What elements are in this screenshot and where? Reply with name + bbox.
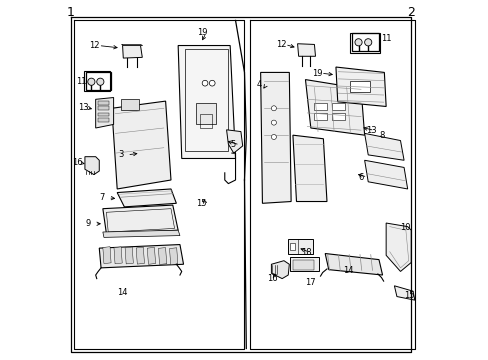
Circle shape <box>271 120 276 125</box>
Text: 19: 19 <box>197 28 207 37</box>
Bar <box>349 81 369 92</box>
Text: 9: 9 <box>86 219 91 228</box>
Polygon shape <box>147 247 155 264</box>
Text: 14: 14 <box>343 266 353 275</box>
Polygon shape <box>169 248 178 265</box>
Text: 13: 13 <box>365 126 376 135</box>
Circle shape <box>97 78 104 85</box>
Bar <box>84 71 110 91</box>
Polygon shape <box>114 247 122 264</box>
Polygon shape <box>117 189 176 207</box>
Text: 5: 5 <box>230 140 236 149</box>
Bar <box>314 113 326 120</box>
Text: 14: 14 <box>117 288 127 297</box>
Polygon shape <box>102 205 178 234</box>
Text: 18: 18 <box>301 248 311 257</box>
Bar <box>351 33 378 51</box>
Text: 8: 8 <box>378 131 384 140</box>
Bar <box>292 260 313 270</box>
Text: 16: 16 <box>266 274 277 283</box>
Text: 19: 19 <box>311 69 322 78</box>
Text: 11: 11 <box>381 34 391 43</box>
Bar <box>314 103 326 110</box>
Polygon shape <box>158 248 166 265</box>
Bar <box>332 113 344 120</box>
Text: 16: 16 <box>72 158 82 167</box>
Text: 7: 7 <box>99 193 104 202</box>
Text: 10: 10 <box>400 223 410 232</box>
Polygon shape <box>325 253 382 275</box>
Circle shape <box>364 39 371 46</box>
Bar <box>98 118 109 122</box>
Bar <box>98 107 109 110</box>
Polygon shape <box>112 101 171 189</box>
Circle shape <box>202 80 207 86</box>
Polygon shape <box>292 135 326 202</box>
Circle shape <box>209 80 215 86</box>
Polygon shape <box>121 44 142 45</box>
Polygon shape <box>364 160 407 189</box>
Polygon shape <box>386 223 410 271</box>
Text: 13: 13 <box>78 103 88 112</box>
Text: 2: 2 <box>406 6 414 19</box>
Polygon shape <box>271 261 289 279</box>
Polygon shape <box>178 45 235 158</box>
Text: 11: 11 <box>76 77 86 86</box>
Text: 12: 12 <box>276 40 286 49</box>
Text: 1: 1 <box>67 6 75 19</box>
Text: 15: 15 <box>196 199 206 208</box>
Polygon shape <box>305 80 364 135</box>
Polygon shape <box>99 244 183 268</box>
Circle shape <box>271 106 276 111</box>
Bar <box>196 103 215 125</box>
Polygon shape <box>85 157 99 175</box>
Polygon shape <box>394 286 414 300</box>
Polygon shape <box>122 45 142 58</box>
Text: 12: 12 <box>89 41 100 50</box>
Text: 17: 17 <box>304 278 315 287</box>
Circle shape <box>354 39 362 46</box>
Bar <box>86 72 111 90</box>
Polygon shape <box>102 230 180 237</box>
Bar <box>290 257 319 271</box>
Bar <box>332 103 344 110</box>
Text: 4: 4 <box>257 81 262 90</box>
Polygon shape <box>297 44 315 56</box>
Text: 3: 3 <box>118 150 123 159</box>
Bar <box>199 114 212 128</box>
Polygon shape <box>102 247 111 264</box>
Polygon shape <box>364 134 403 160</box>
Circle shape <box>271 134 276 139</box>
Bar <box>349 33 379 53</box>
Bar <box>290 243 295 250</box>
Text: 6: 6 <box>358 173 363 182</box>
Polygon shape <box>136 247 144 264</box>
Polygon shape <box>335 67 386 107</box>
Bar <box>287 239 312 253</box>
Circle shape <box>88 78 95 85</box>
Polygon shape <box>226 130 242 153</box>
Polygon shape <box>96 98 113 128</box>
Bar <box>121 99 139 110</box>
Polygon shape <box>260 72 290 203</box>
Bar <box>98 113 109 116</box>
Text: 15: 15 <box>403 291 414 300</box>
Bar <box>98 101 109 105</box>
Polygon shape <box>125 247 133 264</box>
